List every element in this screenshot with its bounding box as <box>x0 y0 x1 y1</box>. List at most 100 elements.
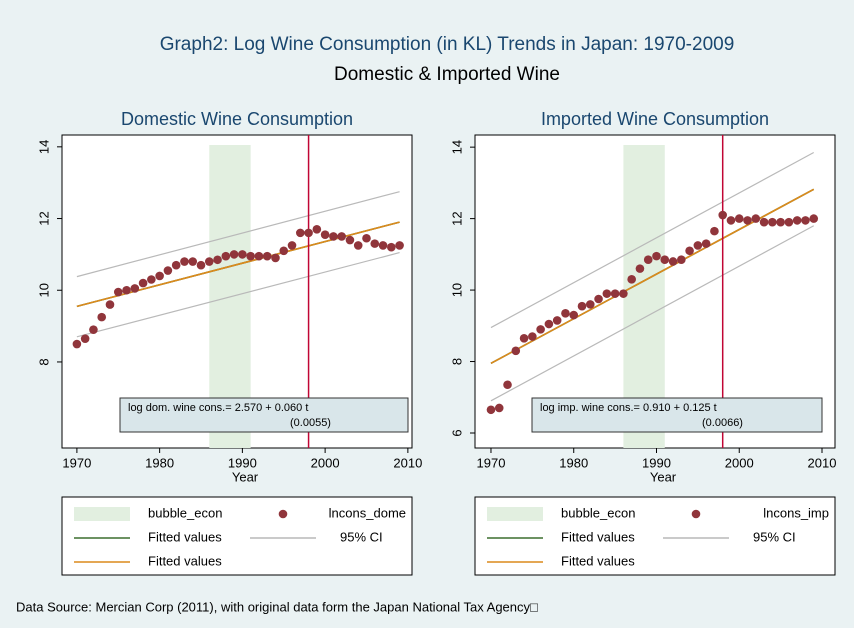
ci-lower <box>76 252 400 338</box>
data-point <box>494 403 504 413</box>
x-tick-label: 2010 <box>393 455 422 470</box>
data-point <box>627 275 636 284</box>
legend-label: lncons_imp <box>763 505 829 520</box>
data-point <box>155 271 164 281</box>
annotation-box <box>531 397 823 433</box>
data-point <box>660 255 670 264</box>
data-point <box>213 255 222 265</box>
data-point <box>238 250 247 259</box>
data-point <box>528 332 537 341</box>
data-point <box>585 300 595 309</box>
y-tick-label: 10 <box>449 283 464 297</box>
data-point <box>387 242 396 252</box>
data-point <box>287 241 297 250</box>
data-point <box>635 264 645 273</box>
data-point <box>295 228 305 238</box>
data-point <box>809 214 819 223</box>
data-point <box>271 253 280 263</box>
ci-lower <box>490 225 815 402</box>
legend-label: 95% CI <box>340 529 383 544</box>
data-point <box>378 241 388 250</box>
data-point <box>751 214 761 223</box>
data-point <box>221 251 231 261</box>
y-tick-label: 6 <box>449 429 464 436</box>
data-point <box>759 217 769 227</box>
page-subtitle: Domestic & Imported Wine <box>334 64 560 85</box>
data-point <box>362 233 371 243</box>
data-point <box>734 214 744 223</box>
data-point <box>97 312 107 322</box>
annotation-box <box>119 397 409 433</box>
data-point <box>552 316 562 325</box>
data-point <box>80 334 90 343</box>
data-point <box>180 257 189 266</box>
data-point <box>304 228 313 238</box>
panel-title: Imported Wine Consumption <box>541 109 769 129</box>
legend-label: Fitted values <box>148 529 222 544</box>
data-point <box>511 346 521 356</box>
x-tick-label: 2010 <box>808 455 837 470</box>
y-tick-label: 8 <box>36 358 51 365</box>
y-tick-label: 12 <box>36 211 51 225</box>
y-tick-label: 8 <box>449 358 464 365</box>
data-point <box>643 255 653 264</box>
data-point <box>685 246 694 256</box>
data-point <box>602 289 612 298</box>
data-point <box>254 251 264 261</box>
legend-swatch <box>74 507 130 521</box>
x-tick-label: 1990 <box>228 455 257 470</box>
data-point <box>544 319 554 329</box>
x-tick-label: 1970 <box>477 455 506 470</box>
data-point <box>188 257 198 266</box>
data-point <box>693 241 703 250</box>
data-point <box>246 251 255 261</box>
data-point <box>147 275 156 284</box>
annotation: (0.0066) <box>702 417 743 429</box>
data-point <box>312 224 322 234</box>
annotation: log dom. wine cons.= 2.570 + 0.060 t <box>128 402 308 414</box>
legend-label: bubble_econ <box>561 505 635 520</box>
legend-label: bubble_econ <box>148 505 222 520</box>
data-point <box>503 380 512 390</box>
data-point <box>138 278 148 288</box>
ci-upper <box>76 191 400 278</box>
x-axis-label: Year <box>650 469 677 484</box>
annotation: (0.0055) <box>290 417 331 429</box>
page-title: Graph2: Log Wine Consumption (in KL) Tre… <box>160 34 735 55</box>
data-point <box>536 325 545 334</box>
data-point <box>710 226 719 236</box>
data-point <box>701 239 711 248</box>
data-point <box>279 246 289 256</box>
data-point <box>652 251 661 261</box>
data-point <box>229 250 239 259</box>
x-tick-label: 2000 <box>725 455 754 470</box>
data-point <box>594 294 603 304</box>
data-point <box>130 284 140 293</box>
data-point <box>677 255 686 264</box>
data-point <box>519 334 529 343</box>
data-point <box>486 405 496 415</box>
data-point <box>718 210 727 220</box>
data-point <box>122 285 131 295</box>
data-point <box>370 239 380 248</box>
data-point <box>610 289 620 298</box>
data-point <box>204 257 214 266</box>
source-note: Data Source: Mercian Corp (2011), with o… <box>16 599 538 614</box>
data-point <box>105 300 115 309</box>
data-point <box>561 308 570 318</box>
legend-swatch <box>487 507 543 521</box>
data-point <box>792 216 802 225</box>
x-tick-label: 1980 <box>145 455 174 470</box>
y-tick-label: 14 <box>449 140 464 154</box>
panel-title: Domestic Wine Consumption <box>121 109 353 129</box>
x-tick-label: 1990 <box>642 455 671 470</box>
data-point <box>72 339 82 349</box>
annotation: log imp. wine cons.= 0.910 + 0.125 t <box>540 402 717 414</box>
ci-upper <box>490 151 815 329</box>
data-point <box>320 230 330 239</box>
legend-label: lncons_dome <box>329 505 406 520</box>
data-point <box>569 310 579 320</box>
data-point <box>163 266 173 275</box>
data-point <box>329 232 338 241</box>
